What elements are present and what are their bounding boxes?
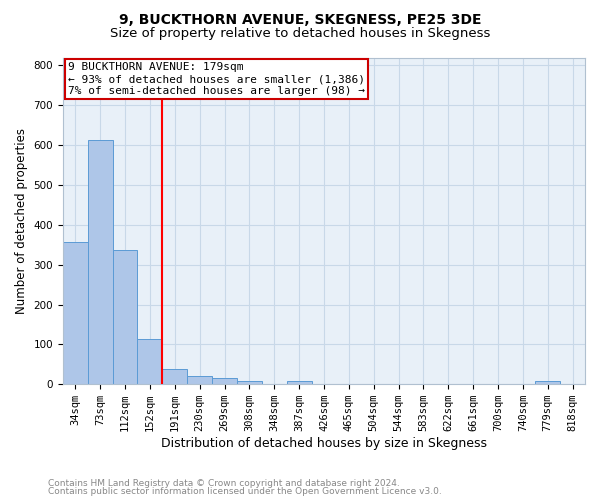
- Text: Contains public sector information licensed under the Open Government Licence v3: Contains public sector information licen…: [48, 487, 442, 496]
- Text: Size of property relative to detached houses in Skegness: Size of property relative to detached ho…: [110, 28, 490, 40]
- Bar: [137, 339, 163, 384]
- Bar: [163, 368, 187, 384]
- Text: 9, BUCKTHORN AVENUE, SKEGNESS, PE25 3DE: 9, BUCKTHORN AVENUE, SKEGNESS, PE25 3DE: [119, 12, 481, 26]
- Bar: [187, 376, 212, 384]
- Y-axis label: Number of detached properties: Number of detached properties: [15, 128, 28, 314]
- Text: 9 BUCKTHORN AVENUE: 179sqm
← 93% of detached houses are smaller (1,386)
7% of se: 9 BUCKTHORN AVENUE: 179sqm ← 93% of deta…: [68, 62, 365, 96]
- Bar: [88, 140, 113, 384]
- Bar: [287, 381, 311, 384]
- Bar: [535, 382, 560, 384]
- Bar: [237, 381, 262, 384]
- Bar: [113, 250, 137, 384]
- Text: Contains HM Land Registry data © Crown copyright and database right 2024.: Contains HM Land Registry data © Crown c…: [48, 478, 400, 488]
- Bar: [212, 378, 237, 384]
- Bar: [63, 242, 88, 384]
- X-axis label: Distribution of detached houses by size in Skegness: Distribution of detached houses by size …: [161, 437, 487, 450]
